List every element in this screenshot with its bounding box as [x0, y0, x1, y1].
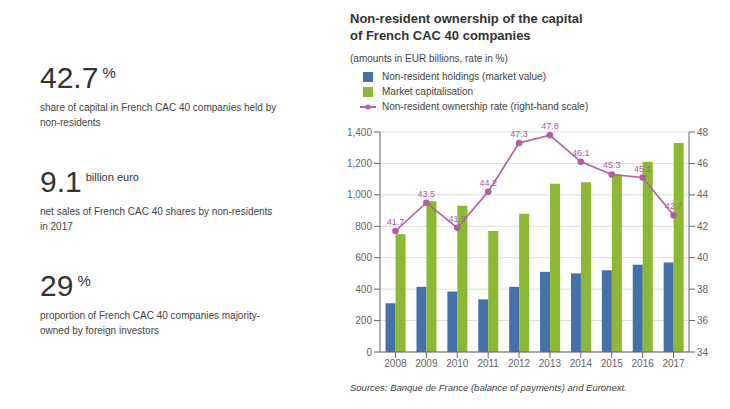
- html-text:billion euro: billion euro: [85, 171, 139, 183]
- svg-text:34: 34: [697, 347, 709, 358]
- html-text:Non-resident holdings (market: Non-resident holdings (market value): [382, 71, 546, 82]
- svg-text:41.7: 41.7: [387, 217, 405, 227]
- svg-text:1,000: 1,000: [347, 189, 372, 200]
- html-text:(amounts in EUR billions, rate: (amounts in EUR billions, rate in %): [350, 53, 508, 64]
- html-text:9.1: 9.1: [40, 165, 82, 198]
- svg-text:45.3: 45.3: [603, 160, 621, 170]
- html-text:Sources: Banque de France (bal: Sources: Banque de France (balance of pa…: [350, 382, 627, 393]
- svg-text:400: 400: [355, 284, 372, 295]
- svg-text:2017: 2017: [662, 358, 685, 369]
- svg-text:1,400: 1,400: [347, 127, 372, 138]
- svg-text:2013: 2013: [539, 358, 562, 369]
- svg-text:45.1: 45.1: [634, 164, 652, 174]
- svg-text:46: 46: [697, 158, 709, 169]
- html-text:42.7%: 42.7%: [40, 61, 116, 94]
- svg-text:200: 200: [355, 315, 372, 326]
- svg-text:600: 600: [355, 252, 372, 263]
- html-text:29%: 29%: [40, 269, 91, 302]
- svg-text:41.9: 41.9: [448, 214, 466, 224]
- html-text:Market capitalisation: Market capitalisation: [382, 86, 474, 97]
- svg-text:47.8: 47.8: [541, 121, 559, 131]
- svg-text:2015: 2015: [601, 358, 624, 369]
- svg-text:43.5: 43.5: [418, 189, 436, 199]
- svg-text:42.7: 42.7: [665, 201, 683, 211]
- svg-text:2012: 2012: [508, 358, 531, 369]
- svg-text:38: 38: [697, 284, 709, 295]
- svg-text:40: 40: [697, 252, 709, 263]
- svg-text:48: 48: [697, 127, 709, 138]
- svg-text:1,200: 1,200: [347, 158, 372, 169]
- svg-text:800: 800: [355, 221, 372, 232]
- svg-text:44: 44: [697, 189, 709, 200]
- svg-text:47.3: 47.3: [510, 129, 528, 139]
- html-text:share of capital in French CAC: share of capital in French CAC 40 compan…: [40, 102, 277, 128]
- svg-text:2009: 2009: [415, 358, 438, 369]
- svg-text:42: 42: [697, 221, 709, 232]
- html-text:net sales of French CAC 40 sha: net sales of French CAC 40 shares by non…: [40, 206, 273, 232]
- svg-text:0: 0: [366, 347, 372, 358]
- svg-text:46.1: 46.1: [572, 148, 590, 158]
- svg-text:36: 36: [697, 315, 709, 326]
- svg-text:44.2: 44.2: [479, 178, 497, 188]
- svg-text:2016: 2016: [632, 358, 655, 369]
- html-text:Non-resident ownership of the: Non-resident ownership of the capital of…: [350, 11, 583, 43]
- html-text:proportion of French CAC 40 co: proportion of French CAC 40 companies ma…: [40, 310, 261, 336]
- svg-text:2008: 2008: [384, 358, 407, 369]
- svg-text:2010: 2010: [446, 358, 469, 369]
- svg-text:2011: 2011: [477, 358, 499, 369]
- html-text:Non-resident ownership rate (r: Non-resident ownership rate (right-hand …: [382, 101, 589, 112]
- svg-text:2014: 2014: [570, 358, 593, 369]
